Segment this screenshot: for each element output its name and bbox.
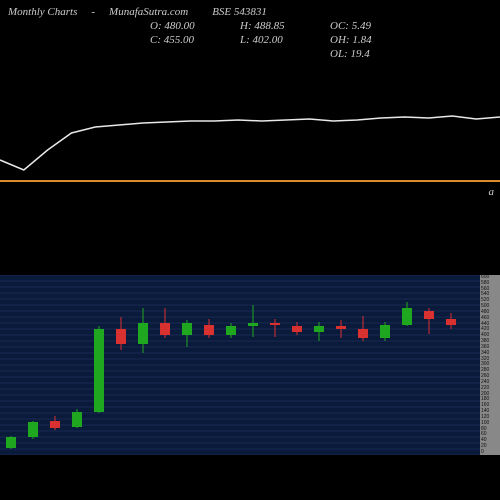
yaxis-tick: 0 <box>480 450 500 455</box>
candle <box>445 275 457 455</box>
stat-oc: OC: 5.49 <box>330 20 410 32</box>
candle-wick <box>275 319 276 337</box>
candle <box>401 275 413 455</box>
ohlc-stats-block: O: 480.00 H: 488.85 OC: 5.49 C: 455.00 L… <box>150 20 410 60</box>
divider-line <box>0 180 500 182</box>
candle-body <box>402 308 412 325</box>
candle <box>357 275 369 455</box>
candle-body <box>270 323 280 325</box>
candle-body <box>446 319 456 325</box>
candle-body <box>292 326 302 332</box>
yaxis-tick: 100 <box>480 421 500 426</box>
candle-body <box>248 323 258 326</box>
stat-open: O: 480.00 <box>150 20 230 32</box>
candle-body <box>138 323 148 344</box>
ticker-symbol: BSE 543831 <box>212 6 267 18</box>
candle <box>71 275 83 455</box>
candle-body <box>94 329 104 412</box>
candle <box>159 275 171 455</box>
candle <box>181 275 193 455</box>
candle <box>225 275 237 455</box>
candle-body <box>72 412 82 427</box>
stat-low: L: 402.00 <box>240 34 320 46</box>
candle-body <box>380 325 390 339</box>
site-name: MunafaSutra.com <box>109 6 188 18</box>
stat-oh: OH: 1.84 <box>330 34 410 46</box>
candle-body <box>116 329 126 344</box>
candle <box>335 275 347 455</box>
candle <box>313 275 325 455</box>
yaxis-tick: 220 <box>480 386 500 391</box>
y-axis: 6005805605405205004804604404204003803603… <box>480 275 500 455</box>
candle-body <box>160 323 170 335</box>
candle-body <box>226 326 236 335</box>
stat-close: C: 455.00 <box>150 34 230 46</box>
candle <box>49 275 61 455</box>
stat-high: H: 488.85 <box>240 20 320 32</box>
candlestick-chart <box>0 275 480 455</box>
candle-body <box>6 437 16 448</box>
candle <box>93 275 105 455</box>
candle <box>115 275 127 455</box>
candle-body <box>336 326 346 329</box>
site-separator: - <box>91 6 95 18</box>
candle-body <box>50 421 60 429</box>
header-row: Monthly Charts - MunafaSutra.com BSE 543… <box>8 6 267 18</box>
candle <box>27 275 39 455</box>
candle-body <box>314 326 324 332</box>
candle-wick <box>253 305 254 337</box>
candle-wick <box>341 320 342 338</box>
candle <box>379 275 391 455</box>
candle-body <box>28 422 38 437</box>
candle <box>291 275 303 455</box>
line-chart <box>0 55 500 175</box>
candle <box>423 275 435 455</box>
candle-body <box>182 323 192 335</box>
a-label: a <box>489 186 495 198</box>
candle-body <box>424 311 434 319</box>
candle <box>137 275 149 455</box>
candle <box>203 275 215 455</box>
chart-title: Monthly Charts <box>8 6 77 18</box>
candle <box>5 275 17 455</box>
candle-body <box>358 329 368 338</box>
candle <box>247 275 259 455</box>
line-series <box>0 116 500 170</box>
candle <box>269 275 281 455</box>
candle-body <box>204 325 214 336</box>
